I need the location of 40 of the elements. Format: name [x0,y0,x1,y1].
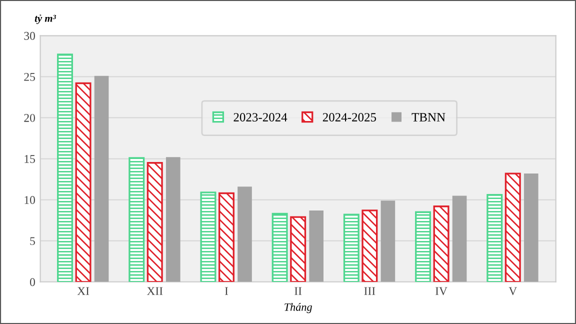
x-tick-label: XII [146,287,163,295]
y-tick-label: 20 [24,114,36,122]
y-tick-label: 25 [24,72,35,81]
legend-label: 2023-2024 [234,113,288,122]
bar [504,172,521,282]
bar [128,157,145,282]
y-axis-title: tỷ m³ [34,14,56,24]
bar [290,216,306,282]
y-tick-label: 0 [30,278,36,286]
bar [238,186,252,282]
bar [380,200,396,282]
bar [343,214,360,282]
bar [218,192,234,282]
bar [415,211,432,282]
legend-label: 2024-2025 [322,113,376,122]
bar [146,162,163,282]
y-tick-label: 30 [24,32,36,40]
bar [166,157,180,282]
bar [524,174,538,282]
bar [309,210,324,282]
bar [75,82,92,282]
x-tick-label: I [224,287,228,295]
bar [200,192,216,282]
x-tick-label: IV [435,287,448,296]
bar [452,196,467,282]
x-tick-label: II [294,287,302,295]
bar [486,194,503,282]
y-tick-label: 15 [24,155,35,163]
x-axis-title: Tháng [284,303,312,314]
x-tick-label: XI [77,287,90,295]
bar [94,76,109,282]
legend-label: TBNN [412,113,446,122]
bar [362,210,378,282]
x-tick-label: III [364,287,376,295]
x-tick-label: V [508,287,518,296]
y-tick-label: 10 [24,196,36,204]
y-tick-label: 5 [30,237,35,246]
bar [272,212,288,282]
bar [57,54,74,282]
bar [433,206,450,282]
